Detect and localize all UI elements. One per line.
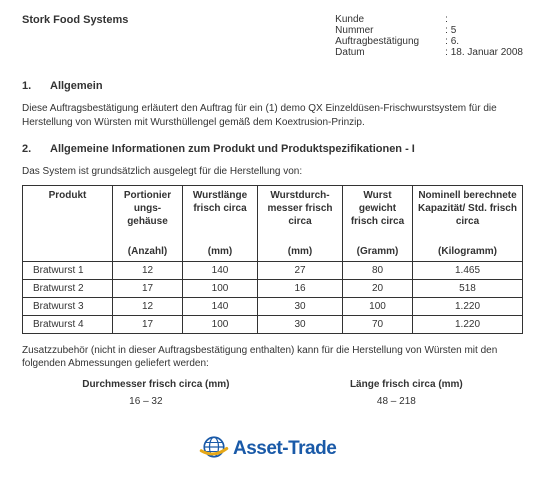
dims-col1-val: 16 – 32	[129, 396, 162, 407]
section-2-intro: Das System ist grundsätzlich ausgelegt f…	[22, 165, 523, 179]
table-cell: 100	[183, 315, 258, 333]
col-header: Portionier ungs- gehäuse(Anzahl)	[113, 185, 183, 261]
spec-table-head: ProduktPortionier ungs- gehäuse(Anzahl)W…	[23, 185, 523, 261]
table-cell: 80	[343, 261, 413, 279]
table-cell: 1.220	[413, 315, 523, 333]
table-cell: 17	[113, 279, 183, 297]
table-cell: 1.465	[413, 261, 523, 279]
table-cell: 30	[258, 297, 343, 315]
kunde-label: Kunde	[335, 14, 445, 25]
header-fields: Kunde: Nummer: 5 Auftragbestätigung: 6. …	[335, 14, 523, 58]
nummer-value: : 5	[445, 25, 456, 36]
globe-icon	[199, 432, 229, 465]
section-1-title: 1. Allgemein	[22, 80, 523, 92]
table-cell: Bratwurst 1	[23, 261, 113, 279]
spec-table-body: Bratwurst 11214027801.465Bratwurst 21710…	[23, 261, 523, 333]
watermark-text: Asset-Trade	[233, 438, 336, 460]
table-cell: Bratwurst 3	[23, 297, 113, 315]
table-row: Bratwurst 312140301001.220	[23, 297, 523, 315]
col-header: Nominell berechnete Kapazität/ Std. fris…	[413, 185, 523, 261]
table-cell: Bratwurst 2	[23, 279, 113, 297]
table-cell: 70	[343, 315, 413, 333]
dims-col2-label: Länge frisch circa (mm)	[350, 379, 463, 390]
table-cell: 140	[183, 297, 258, 315]
table-cell: 518	[413, 279, 523, 297]
nummer-label: Nummer	[335, 25, 445, 36]
table-cell: Bratwurst 4	[23, 315, 113, 333]
table-row: Bratwurst 2171001620518	[23, 279, 523, 297]
section-1-heading: Allgemein	[50, 80, 103, 92]
section-2-num: 2.	[22, 143, 50, 155]
section-2-heading: Allgemeine Informationen zum Produkt und…	[50, 143, 415, 155]
company-name: Stork Food Systems	[22, 14, 128, 58]
table-cell: 12	[113, 297, 183, 315]
dims-col2-val: 48 – 218	[377, 396, 416, 407]
section-1-para: Diese Auftragsbestätigung erläutert den …	[22, 102, 523, 129]
col-header: Wurstlänge frisch circa(mm)	[183, 185, 258, 261]
dims-col1-label: Durchmesser frisch circa (mm)	[82, 379, 229, 390]
table-cell: 1.220	[413, 297, 523, 315]
dims-header: Durchmesser frisch circa (mm) Länge fris…	[22, 379, 523, 390]
datum-value: : 18. Januar 2008	[445, 47, 523, 58]
auftrag-value: : 6.	[445, 36, 459, 47]
watermark: Asset-Trade	[195, 430, 340, 467]
table-cell: 17	[113, 315, 183, 333]
table-row: Bratwurst 11214027801.465	[23, 261, 523, 279]
col-header: Produkt	[23, 185, 113, 261]
spec-table: ProduktPortionier ungs- gehäuse(Anzahl)W…	[22, 185, 523, 334]
table-cell: 140	[183, 261, 258, 279]
table-cell: 100	[343, 297, 413, 315]
dims-values: 16 – 32 48 – 218	[22, 396, 523, 407]
table-cell: 100	[183, 279, 258, 297]
section-2-title: 2. Allgemeine Informationen zum Produkt …	[22, 143, 523, 155]
auftrag-label: Auftragbestätigung	[335, 36, 445, 47]
table-cell: 12	[113, 261, 183, 279]
section-1-num: 1.	[22, 80, 50, 92]
table-cell: 16	[258, 279, 343, 297]
table-cell: 30	[258, 315, 343, 333]
kunde-value: :	[445, 14, 448, 25]
table-cell: 27	[258, 261, 343, 279]
footnote: Zusatzzubehör (nicht in dieser Auftragsb…	[22, 344, 523, 371]
document-header: Stork Food Systems Kunde: Nummer: 5 Auft…	[22, 14, 523, 58]
table-row: Bratwurst 41710030701.220	[23, 315, 523, 333]
col-header: Wurst gewicht frisch circa(Gramm)	[343, 185, 413, 261]
datum-label: Datum	[335, 47, 445, 58]
table-cell: 20	[343, 279, 413, 297]
col-header: Wurstdurch- messer frisch circa(mm)	[258, 185, 343, 261]
